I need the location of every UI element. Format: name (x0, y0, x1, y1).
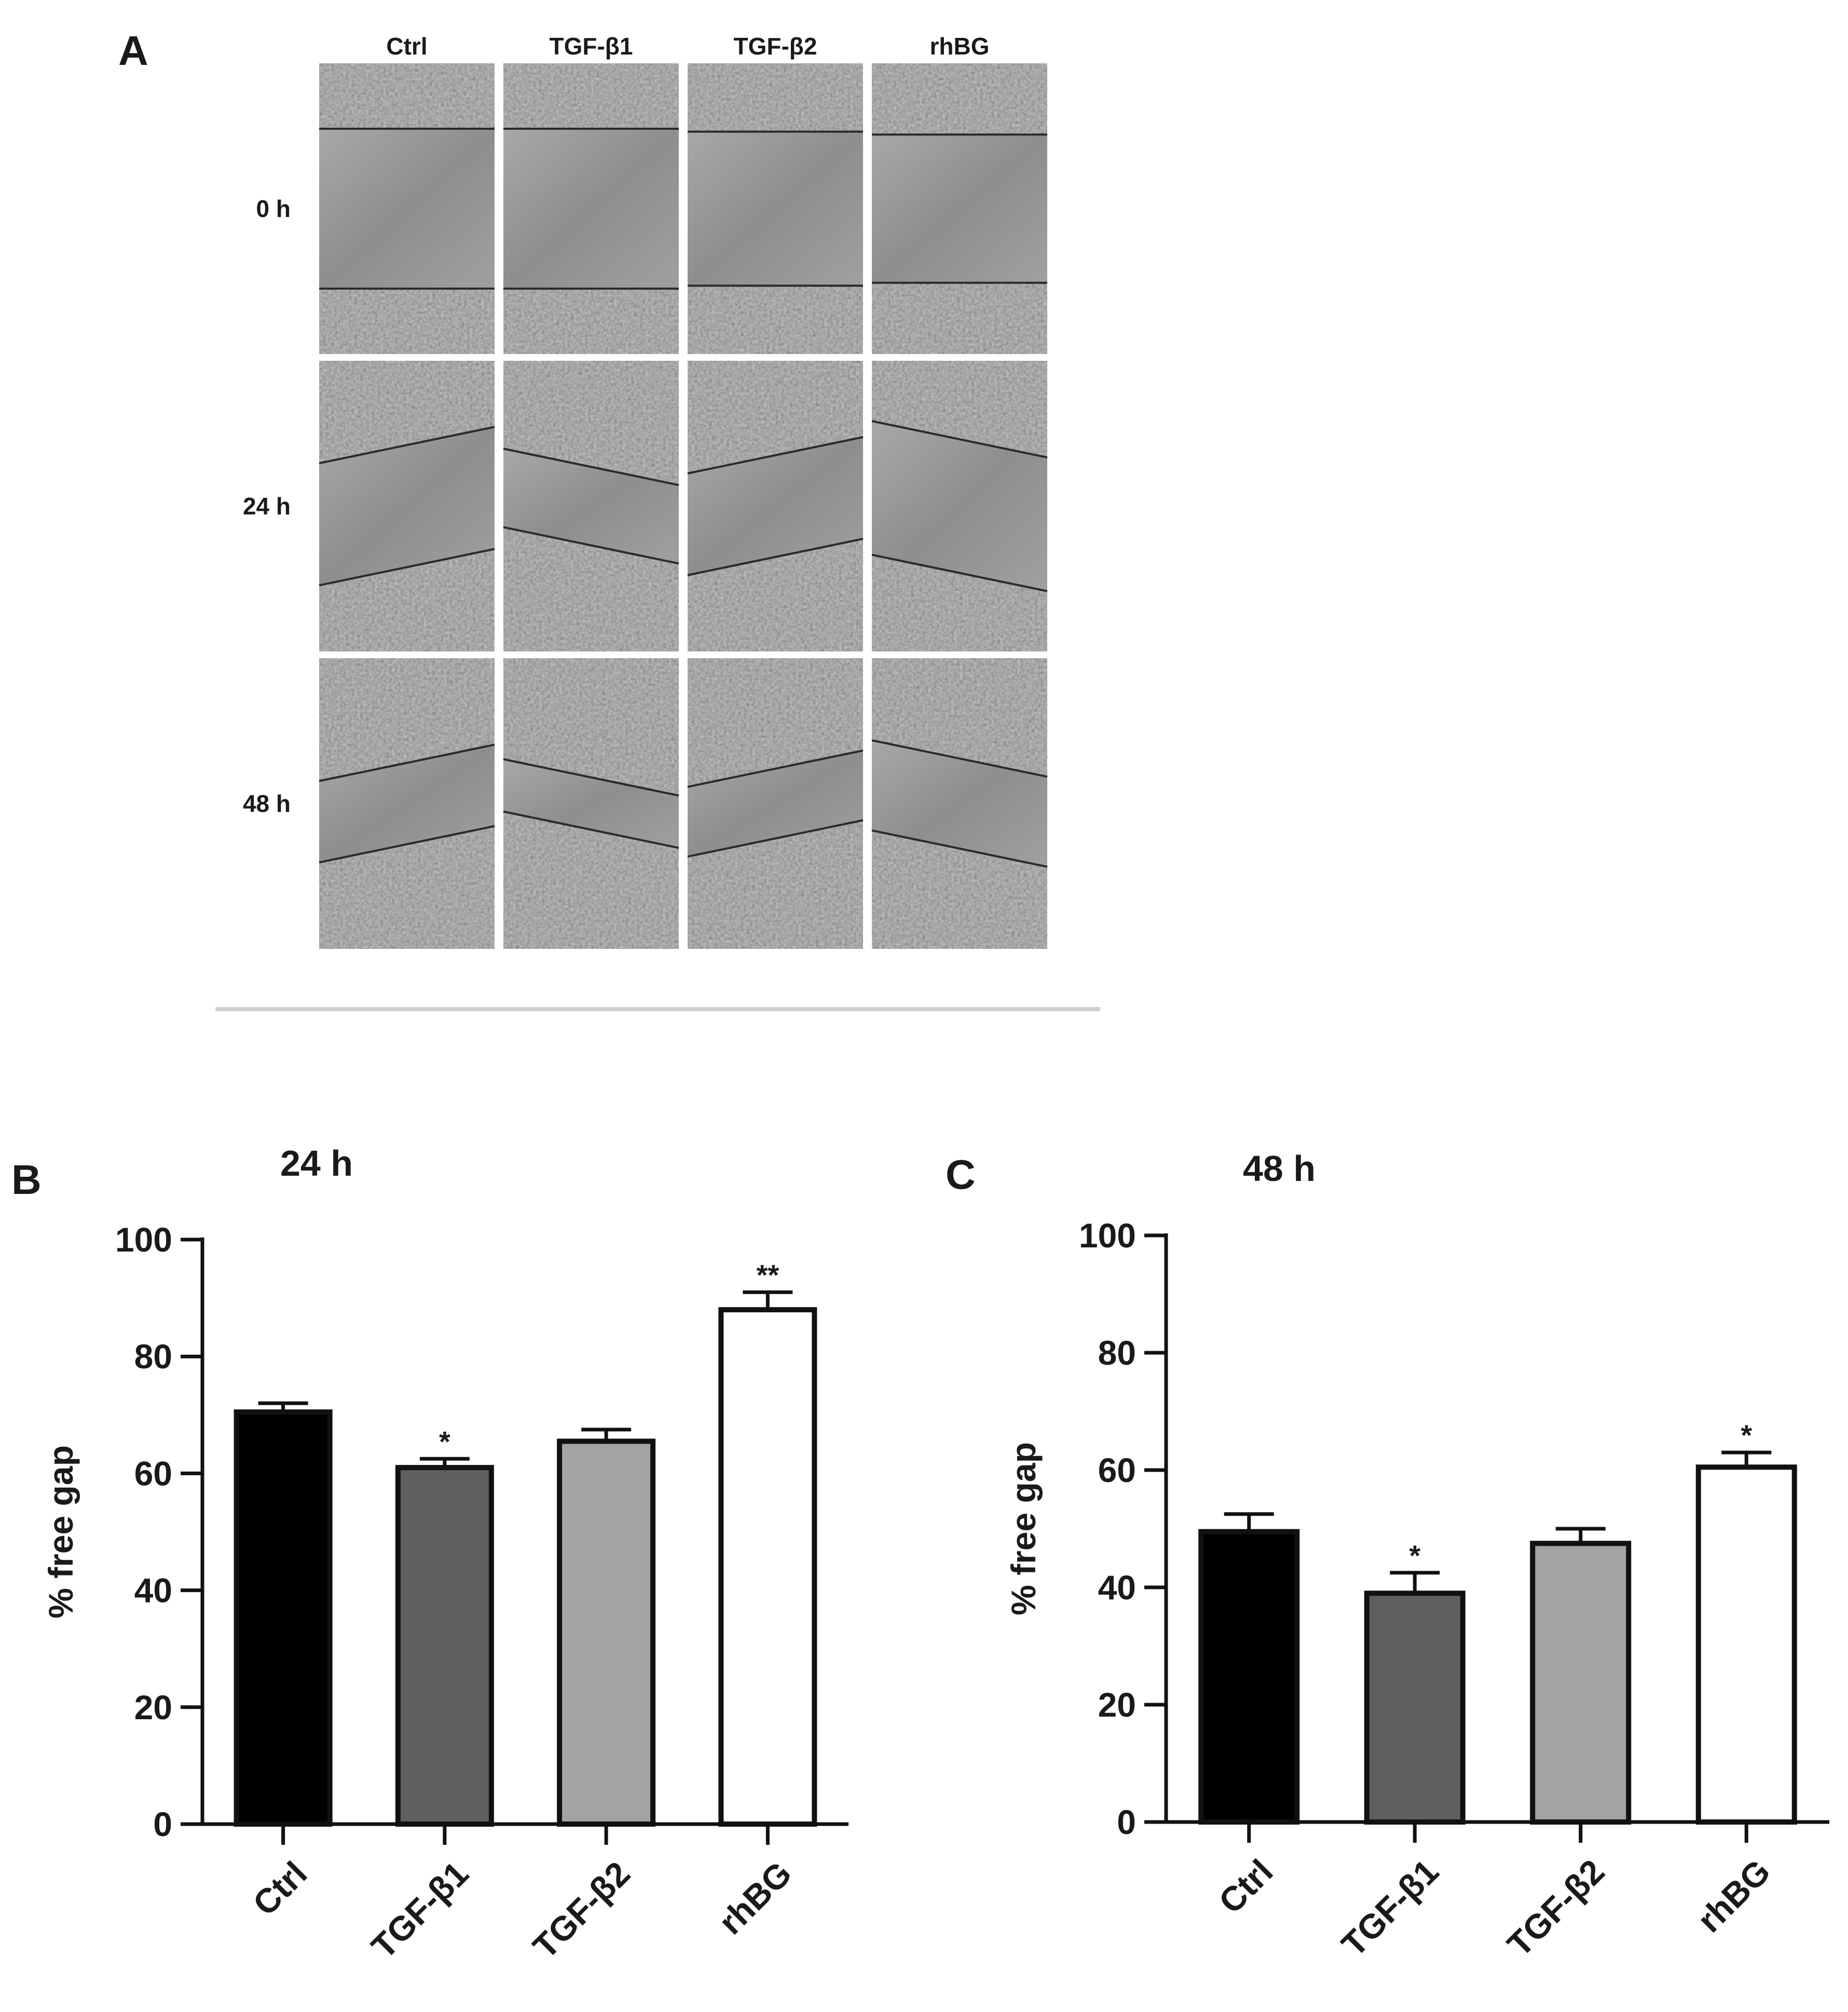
gap-edge-top (319, 743, 495, 782)
scratch-gap (872, 740, 1047, 867)
bar-chart-24h: 24 h 0 20 40 60 80 100 % free gap Ctrl * TGF-β1 TGF… (42, 1143, 848, 1966)
scratch-gap (319, 427, 495, 586)
y-tick-label: 40 (1098, 1568, 1136, 1607)
y-tick-label: 40 (134, 1571, 172, 1610)
panel-a-row-labels: 0 h 24 h 48 h (243, 195, 291, 817)
significance-label: * (1741, 1419, 1752, 1451)
x-tick-label: Ctrl (245, 1854, 314, 1923)
y-tick-label: 20 (134, 1688, 172, 1726)
scratch-image (503, 63, 679, 354)
gap-edge-top (503, 447, 679, 486)
gap-edge-top (503, 758, 679, 797)
row-label: 24 h (243, 493, 291, 520)
column-label: rhBG (930, 33, 990, 60)
gap-edge-bottom (319, 548, 495, 587)
panel-b: B 24 h 0 20 40 60 80 100 % free gap Ctrl * TGF-β1 T… (11, 1143, 848, 1966)
scratch-gap (503, 448, 679, 564)
panel-b-letter: B (11, 1157, 42, 1203)
scratch-gap (688, 437, 863, 575)
bar-4 (1695, 1464, 1797, 1825)
x-tick-label: TGF-β2 (1500, 1852, 1612, 1964)
scratch-image (871, 361, 1048, 651)
bar-4 (718, 1307, 817, 1827)
x-tick-label: TGF-β1 (1334, 1852, 1446, 1964)
bar-2 (1364, 1590, 1466, 1825)
row-label: 0 h (256, 195, 291, 222)
column-label: TGF-β2 (734, 33, 817, 60)
bar-3 (557, 1438, 656, 1827)
y-tick-label: 80 (1098, 1334, 1136, 1372)
y-tick-label: 100 (1079, 1216, 1136, 1255)
scratch-image-grid (319, 63, 1048, 949)
panel-a-column-labels: Ctrl TGF-β1 TGF-β2 rhBG (386, 33, 989, 60)
scratch-image (871, 658, 1048, 949)
gap-edge-bottom (871, 829, 1048, 868)
scratch-gap (688, 131, 863, 286)
gap-edge-top (319, 426, 495, 465)
scratch-image (319, 361, 495, 651)
gap-edge-bottom (871, 553, 1048, 592)
bar-chart-48h: 48 h 0 20 40 60 80 100 % free gap Ctrl * TGF-β1 TGF… (1004, 1148, 1829, 1964)
x-tick-label: TGF-β2 (525, 1854, 637, 1966)
panel-c: C 48 h 0 20 40 60 80 100 % free gap Ctrl * TGF-β1 T… (946, 1148, 1829, 1964)
gap-edge-bottom (503, 526, 679, 565)
gap-edge-top (687, 749, 864, 788)
significance-label: * (439, 1425, 450, 1458)
scratch-image (688, 63, 863, 354)
significance-label: * (1409, 1539, 1420, 1572)
bar-1 (1198, 1529, 1300, 1825)
bar-2 (395, 1465, 494, 1827)
gap-edge-bottom (687, 819, 864, 858)
bar-1 (234, 1409, 333, 1827)
x-tick-label: TGF-β1 (364, 1854, 476, 1966)
gap-edge-top (687, 436, 864, 474)
scratch-image (503, 361, 679, 651)
y-tick-label: 60 (134, 1454, 172, 1492)
chart-title: 24 h (280, 1143, 353, 1184)
chart-title: 48 h (1243, 1148, 1316, 1189)
scratch-gap (503, 129, 679, 289)
gap-edge-top (871, 420, 1048, 459)
scratch-gap (319, 744, 495, 863)
scratch-image (872, 63, 1047, 354)
scratch-image (319, 63, 495, 354)
scratch-image (319, 658, 495, 949)
significance-label: ** (757, 1258, 779, 1291)
y-tick-label: 0 (153, 1805, 172, 1843)
scratch-image (503, 658, 679, 949)
column-label: Ctrl (386, 33, 427, 60)
y-axis-label: % free gap (1004, 1442, 1043, 1615)
bar-3 (1530, 1541, 1632, 1825)
row-label: 48 h (243, 790, 291, 817)
y-axis-label: % free gap (42, 1445, 80, 1619)
y-tick-label: 80 (134, 1337, 172, 1376)
y-tick-label: 20 (1098, 1685, 1136, 1724)
gap-edge-bottom (503, 810, 679, 849)
scratch-gap (319, 129, 495, 289)
scratch-image (687, 361, 864, 651)
scratch-gap (872, 134, 1047, 283)
gap-edge-bottom (687, 538, 864, 576)
scratch-gap (872, 421, 1047, 591)
panel-a: A Ctrl TGF-β1 TGF-β2 rhBG 0 h 24 h 48 h (118, 28, 1100, 1011)
x-tick-label: Ctrl (1211, 1852, 1280, 1921)
y-tick-label: 100 (115, 1220, 172, 1259)
scratch-gap (688, 750, 863, 857)
gap-edge-top (871, 739, 1048, 778)
scratch-image (687, 658, 864, 949)
column-label: TGF-β1 (550, 33, 633, 60)
y-tick-label: 0 (1117, 1803, 1136, 1841)
panel-a-letter: A (118, 28, 148, 74)
x-tick-label: rhBG (711, 1854, 799, 1942)
scratch-gap (503, 759, 679, 848)
panel-c-letter: C (946, 1151, 976, 1198)
y-tick-label: 60 (1098, 1451, 1136, 1489)
x-tick-label: rhBG (1690, 1852, 1777, 1940)
gap-edge-bottom (319, 825, 495, 864)
